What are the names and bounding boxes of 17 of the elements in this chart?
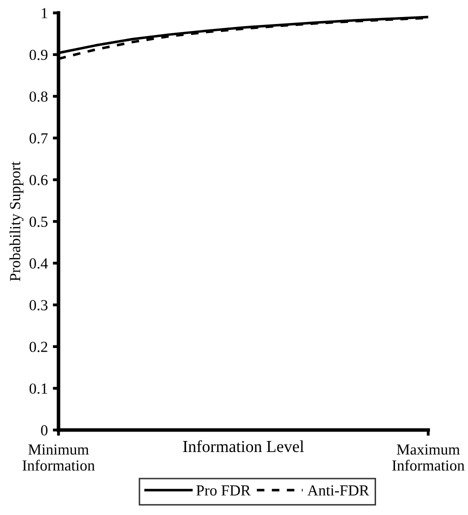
y-tick-label: 0 bbox=[41, 425, 48, 436]
y-tick-label: 0.5 bbox=[30, 216, 48, 227]
y-tick-label: 0.3 bbox=[30, 300, 48, 310]
y-tick-label: 0.4 bbox=[30, 258, 48, 269]
y-tick-label: 0.9 bbox=[30, 50, 48, 60]
y-tick-label: 0.2 bbox=[30, 342, 48, 352]
x-axis-title: Information Level bbox=[183, 440, 304, 452]
legend-label: Pro FDR bbox=[196, 485, 251, 496]
y-axis-title: Probability Support bbox=[10, 161, 24, 282]
y-tick-label: 0.6 bbox=[30, 174, 48, 186]
y-tick-label: 0.7 bbox=[30, 133, 48, 144]
x-tick-label: Maximum Information bbox=[392, 444, 464, 471]
x-tick-label: Minimum Information bbox=[22, 444, 95, 471]
y-tick-label: 1 bbox=[42, 8, 48, 18]
y-tick-label: 0.8 bbox=[30, 91, 48, 102]
y-tick-label: 0.1 bbox=[30, 383, 48, 394]
legend-label: Anti-FDR bbox=[307, 485, 370, 496]
